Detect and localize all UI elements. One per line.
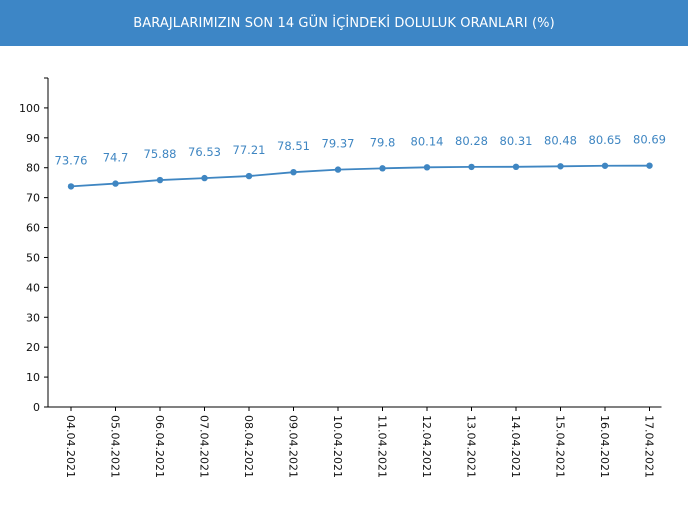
- y-tick-label: 30: [26, 311, 40, 324]
- y-tick-label: 90: [26, 132, 40, 145]
- data-label: 80.69: [633, 133, 666, 147]
- y-tick-label: 80: [26, 162, 40, 175]
- y-tick-label: 40: [26, 281, 40, 294]
- data-label: 79.37: [322, 137, 355, 151]
- data-label: 75.88: [144, 147, 177, 161]
- data-point: [468, 163, 475, 171]
- x-tick-label: 08.04.2021: [242, 415, 255, 478]
- chart-axes: [44, 77, 662, 408]
- data-point: [201, 174, 208, 182]
- series-line-group: [67, 162, 653, 190]
- data-labels: 73.76 74.7 75.88 76.53 77.21 78.51 79.37 79.8 80…: [55, 133, 666, 168]
- y-tick-label: 70: [26, 192, 40, 205]
- y-tick-label: 100: [19, 102, 40, 115]
- data-label: 73.76: [55, 153, 88, 167]
- x-tick-label: 16.04.2021: [598, 415, 611, 478]
- header-bar: BARAJLARIMIZIN SON 14 GÜN İÇİNDEKİ DOLUL…: [0, 0, 688, 46]
- x-tick-label: 05.04.2021: [109, 415, 122, 478]
- x-tick-label: 17.04.2021: [643, 415, 656, 478]
- x-tick-label: 04.04.2021: [64, 415, 77, 478]
- x-tick-label: 14.04.2021: [509, 415, 522, 478]
- data-label: 80.28: [455, 134, 488, 148]
- data-point: [512, 163, 520, 171]
- y-tick-label: 60: [26, 222, 40, 235]
- x-tick-label: 10.04.2021: [331, 415, 344, 478]
- data-point: [601, 162, 609, 169]
- y-tick-label: 0: [33, 401, 40, 414]
- data-label: 80.14: [411, 134, 444, 148]
- x-tick-label: 09.04.2021: [287, 415, 300, 478]
- x-tick-label: 13.04.2021: [465, 415, 478, 478]
- data-point: [334, 166, 342, 173]
- y-tick-label: 10: [26, 371, 40, 384]
- data-point: [245, 172, 253, 180]
- data-point: [67, 183, 75, 190]
- data-point: [156, 176, 164, 184]
- chart-title: BARAJLARIMIZIN SON 14 GÜN İÇİNDEKİ DOLUL…: [133, 15, 555, 31]
- y-axis-ticks: 0 10 20 30 40 50 60 70 80 90 100: [19, 102, 48, 414]
- data-label: 78.51: [277, 139, 310, 153]
- y-tick-label: 50: [26, 251, 40, 264]
- series-line: [70, 164, 650, 188]
- data-point: [557, 163, 564, 170]
- data-label: 80.31: [500, 134, 533, 148]
- x-tick-label: 15.04.2021: [554, 415, 567, 478]
- x-axis-ticks: 04.04.2021 05.04.2021 06.04.2021 07.04.2021…: [64, 407, 656, 478]
- x-tick-label: 07.04.2021: [198, 415, 211, 478]
- data-point: [423, 164, 431, 171]
- data-label: 74.7: [103, 151, 129, 165]
- data-label: 80.65: [589, 133, 622, 147]
- data-label: 79.8: [370, 135, 396, 149]
- data-point: [646, 162, 653, 169]
- data-point: [112, 180, 119, 187]
- y-tick-label: 20: [26, 341, 40, 354]
- data-label: 80.48: [544, 133, 577, 147]
- x-tick-label: 06.04.2021: [153, 415, 166, 478]
- x-tick-label: 11.04.2021: [376, 415, 389, 478]
- data-label: 77.21: [233, 143, 266, 157]
- data-point: [379, 165, 386, 172]
- x-tick-label: 12.04.2021: [420, 415, 433, 478]
- data-label: 76.53: [188, 145, 221, 159]
- data-point: [290, 168, 297, 176]
